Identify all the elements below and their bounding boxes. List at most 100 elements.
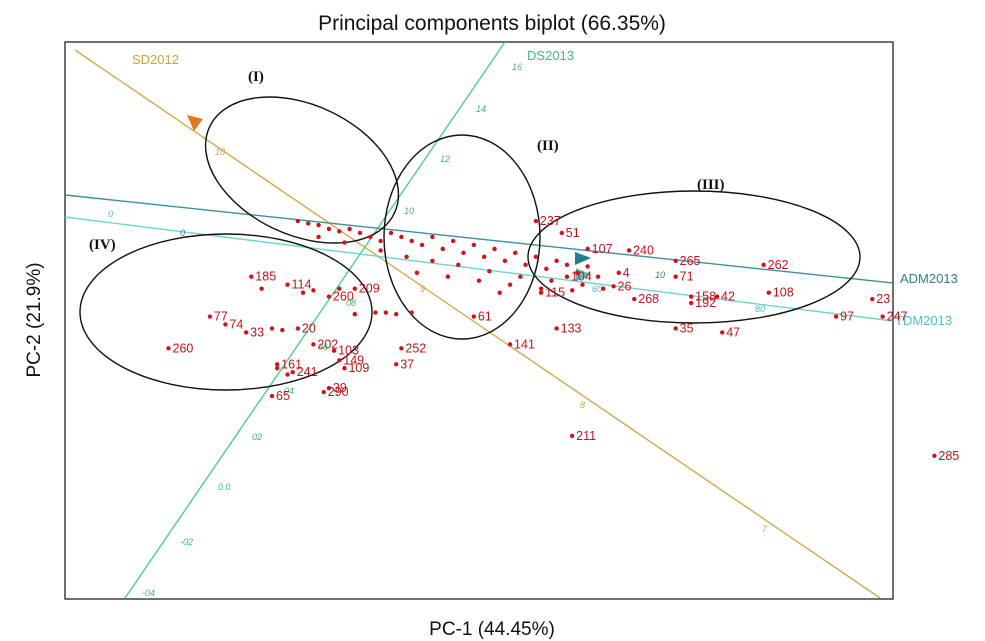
point-label-268: 268 [638, 292, 659, 306]
point-label-252: 252 [405, 341, 426, 355]
group-ellipses [79, 96, 861, 391]
point-label-97: 97 [840, 310, 854, 324]
point-label-192: 192 [695, 296, 716, 310]
data-point-104 [564, 274, 570, 279]
data-point-51 [559, 230, 564, 236]
point-label-47: 47 [726, 325, 740, 339]
point-label-37: 37 [400, 357, 414, 371]
cluster-point [585, 264, 590, 269]
tick-adm2013-0: 0 [180, 228, 185, 238]
point-label-247: 247 [887, 310, 908, 324]
cluster-point [538, 286, 544, 291]
data-point-97 [833, 314, 839, 319]
data-point-192 [688, 300, 694, 306]
data-point-47 [720, 330, 725, 335]
tick-ds2013-3: 10 [404, 206, 414, 216]
group-labels: (I) (II) (III) (IV) [89, 69, 725, 253]
cluster-point [533, 254, 539, 260]
cluster-point [456, 262, 461, 267]
vector-ticks: 10 9 8 7 16 14 12 10 08 06 04 02 0.0 -02… [108, 62, 768, 598]
cluster-point [523, 262, 528, 267]
data-point-149 [337, 358, 342, 363]
tick-ds2013-9: -02 [180, 537, 193, 547]
point-label-71: 71 [680, 270, 694, 284]
tick-adm2013-1: 10 [655, 270, 665, 280]
cluster-point [569, 288, 575, 293]
data-point-71 [673, 274, 678, 279]
cluster-point [269, 326, 275, 331]
data-point-158 [688, 294, 694, 299]
data-point-4 [616, 270, 621, 275]
group-label-ii: (II) [537, 138, 559, 154]
tick-ds2013-0: 16 [512, 62, 522, 72]
point-label-114: 114 [292, 278, 312, 292]
cluster-point [285, 372, 290, 377]
data-point-133 [554, 326, 559, 331]
point-label-211: 211 [576, 429, 596, 443]
data-point-61 [471, 314, 477, 319]
data-point-161 [274, 362, 280, 367]
tick-ds2013-2: 12 [440, 154, 450, 164]
cluster-point [306, 221, 311, 226]
cluster-point [461, 250, 466, 256]
cluster-point [388, 230, 394, 236]
point-label-209: 209 [359, 282, 380, 296]
tick-sd2012-2: 8 [580, 400, 585, 410]
point-label-61: 61 [478, 310, 492, 324]
cluster-point [507, 282, 513, 287]
data-point-42 [714, 294, 720, 299]
ellipse-group-iii [527, 190, 861, 324]
data-point-202 [311, 342, 316, 347]
point-label-109: 109 [348, 361, 369, 375]
cluster-point [373, 310, 378, 315]
tick-tdm2013-2: 80 [755, 304, 765, 314]
data-point-37 [394, 362, 399, 367]
data-point-290 [321, 389, 326, 395]
cluster-point [352, 311, 357, 317]
point-label-33: 33 [250, 325, 264, 339]
data-point-260 [166, 346, 171, 351]
data-point-265 [673, 258, 678, 264]
cluster-point [481, 254, 487, 260]
cluster-point [378, 238, 383, 244]
ellipse-group-i [204, 96, 400, 244]
cluster-point [575, 270, 580, 275]
data-point-23 [870, 296, 875, 302]
point-label-74: 74 [229, 317, 243, 331]
point-label-103: 103 [338, 344, 359, 358]
point-label-104: 104 [571, 270, 592, 284]
data-point-115 [538, 290, 544, 295]
point-label-149: 149 [343, 353, 364, 367]
vector-line-sd2012 [74, 49, 881, 599]
cluster-point [337, 229, 342, 234]
vector-line-adm2013 [65, 194, 893, 284]
vector-label-sd2012: SD2012 [132, 52, 179, 67]
data-point-65 [269, 393, 275, 399]
ellipse-group-ii [383, 134, 541, 340]
data-point-107 [585, 246, 590, 252]
vector-label-ds2013: DS2013 [527, 48, 574, 63]
tick-tdm2013-0: 0 [108, 209, 113, 219]
tick-ds2013-4: 08 [346, 298, 356, 308]
cluster-point [564, 262, 570, 267]
data-point-109 [342, 366, 347, 371]
point-label-141: 141 [514, 337, 535, 351]
cluster-point [549, 278, 554, 283]
vector-label-tdm2013: TDM2013 [895, 313, 952, 328]
data-point-33 [243, 330, 249, 335]
cluster-point [430, 234, 435, 240]
cluster-point [409, 310, 414, 315]
tick-tdm2013-1: 60 [592, 284, 602, 294]
point-label-35: 35 [680, 321, 694, 335]
vector-arrows [187, 115, 592, 281]
cluster-point [300, 290, 306, 295]
arrow-tdm2013 [576, 268, 592, 281]
cluster-point [471, 242, 477, 248]
cluster-point [259, 286, 264, 291]
vector-line-ds2013 [124, 42, 506, 599]
point-label-107: 107 [592, 242, 613, 256]
point-label-26: 26 [618, 279, 632, 293]
data-point-141 [507, 342, 513, 347]
